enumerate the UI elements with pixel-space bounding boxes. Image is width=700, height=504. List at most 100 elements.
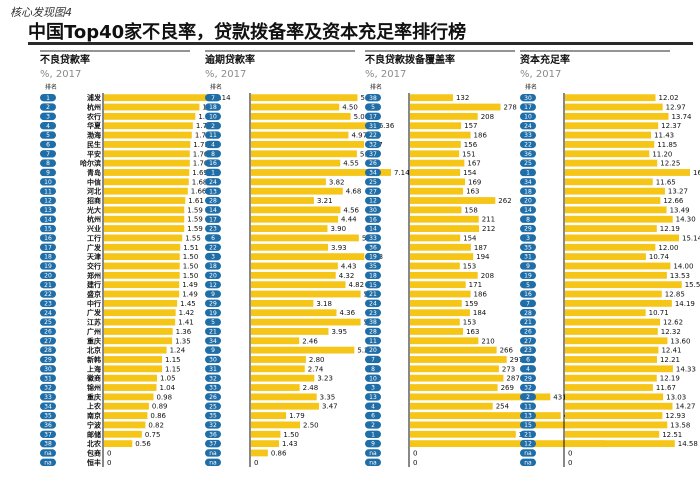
rank-label: 36 xyxy=(209,431,217,438)
rank-pill xyxy=(520,430,536,438)
value-label: 0 xyxy=(107,449,111,457)
bar xyxy=(565,299,672,307)
bar xyxy=(251,281,346,289)
value-label: 14.30 xyxy=(676,216,696,224)
panel-subtitle: %, 2017 xyxy=(520,69,561,80)
bar xyxy=(410,421,571,429)
value-label: 15.50 xyxy=(685,281,700,289)
bar xyxy=(251,131,349,139)
rank-pill xyxy=(205,103,221,111)
category-label: 交行 xyxy=(87,261,101,270)
rank-label: 7 xyxy=(46,151,50,158)
rank-pill xyxy=(520,196,536,205)
value-label: 1.35 xyxy=(175,337,191,345)
category-label: 渤海 xyxy=(87,131,101,140)
value-label: 1.49 xyxy=(182,281,198,289)
rank-pill xyxy=(205,290,221,298)
bar xyxy=(104,374,157,382)
bar xyxy=(565,356,657,363)
value-label: 11.85 xyxy=(657,141,677,149)
value-label: 157 xyxy=(464,122,477,130)
bar xyxy=(565,412,663,419)
rank-label: 35 xyxy=(209,413,217,420)
value-label: 1.49 xyxy=(182,291,198,299)
bar xyxy=(565,281,682,289)
value-label: 210 xyxy=(481,337,494,345)
bar xyxy=(410,374,504,382)
rank-label: 36 xyxy=(44,422,52,429)
bar xyxy=(251,225,328,232)
rank-pill xyxy=(520,337,536,345)
rank-pill xyxy=(365,252,381,261)
rank-label: 18 xyxy=(369,272,377,279)
rank-pill xyxy=(365,103,381,111)
bar xyxy=(104,393,154,401)
value-label: 1.36 xyxy=(176,328,192,336)
rank-pill xyxy=(205,178,221,186)
rank-label: 33 xyxy=(524,132,532,139)
value-label: 132 xyxy=(456,94,469,102)
value-label: 208 xyxy=(481,272,494,280)
rank-label: 15 xyxy=(369,282,377,289)
value-label: 11.20 xyxy=(652,150,672,158)
category-label: 盛京 xyxy=(87,290,101,299)
value-label: 2.80 xyxy=(309,356,325,364)
bar xyxy=(410,328,464,335)
bar xyxy=(104,356,163,363)
bar xyxy=(251,112,351,120)
bar xyxy=(410,112,478,120)
bar xyxy=(565,178,653,186)
rank-pill xyxy=(365,290,381,298)
value-label: 1.51 xyxy=(183,244,199,252)
value-label: 3.23 xyxy=(317,375,333,383)
category-label: 平安 xyxy=(87,149,101,158)
rank-label: 26 xyxy=(524,329,532,336)
value-label: 13.58 xyxy=(670,421,690,429)
bar xyxy=(410,234,461,242)
value-label: 1.15 xyxy=(165,365,181,373)
value-label: 208 xyxy=(481,113,494,121)
value-label: 4.32 xyxy=(339,272,355,280)
rank-pill xyxy=(205,355,221,364)
value-label: 14.27 xyxy=(675,403,695,411)
rank-label: 34 xyxy=(209,338,217,345)
rank-pill xyxy=(520,224,536,233)
rank-pill xyxy=(205,280,221,289)
rank-label: 2 xyxy=(526,394,530,401)
rank-label: 5 xyxy=(371,104,375,111)
rank-pill xyxy=(520,411,536,420)
rank-pill xyxy=(205,365,221,373)
value-label: 158 xyxy=(464,206,477,214)
bar xyxy=(104,299,178,307)
rank-label: 14 xyxy=(44,216,52,223)
rank-label: 18 xyxy=(209,263,217,270)
rank-pill xyxy=(40,365,56,373)
rank-pill xyxy=(205,337,221,345)
rank-pill xyxy=(520,178,536,186)
rank-pill xyxy=(40,196,56,205)
rank-label: 8 xyxy=(526,216,530,223)
bar xyxy=(104,309,176,317)
rank-label: 1 xyxy=(526,170,530,177)
category-label: 邮储 xyxy=(87,430,101,439)
bar xyxy=(104,141,191,148)
category-label: 哈尔滨 xyxy=(80,159,101,168)
value-label: 0.56 xyxy=(135,440,151,448)
value-label: 6.36 xyxy=(379,122,395,130)
rank-pill xyxy=(520,252,536,261)
bar xyxy=(410,299,462,307)
bar xyxy=(104,365,163,373)
bar xyxy=(251,243,329,251)
bar xyxy=(104,318,176,326)
bar xyxy=(104,206,185,214)
value-label: 13.27 xyxy=(668,188,688,196)
rank-label: 16 xyxy=(209,160,217,167)
rank-label: 35 xyxy=(524,244,532,251)
value-label: 4.97 xyxy=(351,132,367,140)
rank-pill xyxy=(40,421,56,429)
rank-label: 1 xyxy=(211,170,215,177)
value-label: 0 xyxy=(254,459,258,467)
value-label: 187 xyxy=(474,244,487,252)
rank-pill xyxy=(365,439,381,448)
rank-label: 12 xyxy=(44,198,52,205)
